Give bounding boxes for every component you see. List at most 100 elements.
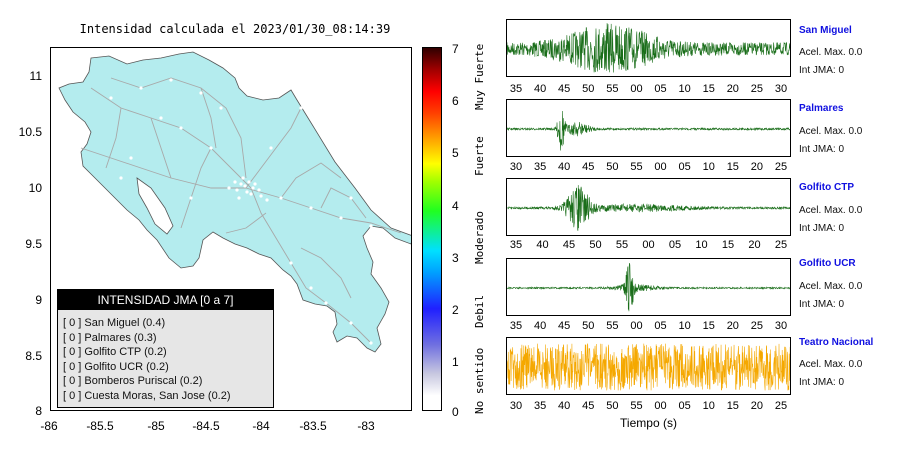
intensity-color-scale bbox=[422, 47, 442, 411]
time-tick-label: 55 bbox=[630, 400, 643, 412]
time-tick-label: 40 bbox=[533, 320, 547, 332]
time-tick-label: 05 bbox=[654, 83, 667, 95]
station-acel: Acel. Max. 0.0 bbox=[799, 126, 863, 137]
station-dot bbox=[251, 186, 255, 190]
station-dot bbox=[349, 321, 353, 325]
seismogram bbox=[507, 111, 790, 151]
station-dot bbox=[245, 190, 249, 194]
legend-item: [ 0 ] San Miguel (0.4) bbox=[63, 317, 166, 329]
time-tick-label: 35 bbox=[509, 320, 523, 332]
station-dot bbox=[369, 224, 373, 228]
time-tick-label: 25 bbox=[774, 239, 788, 251]
time-tick-label: 50 bbox=[606, 400, 619, 412]
time-tick-label: 10 bbox=[695, 239, 708, 251]
station-dot bbox=[299, 106, 303, 110]
station-dot bbox=[269, 146, 273, 150]
intensity-legend: INTENSIDAD JMA [0 a 7] [ 0 ] San Miguel … bbox=[57, 289, 274, 408]
station-dot bbox=[109, 96, 113, 100]
time-tick-label: 25 bbox=[774, 161, 788, 173]
time-tick-label: 55 bbox=[606, 320, 619, 332]
station-dot bbox=[149, 196, 153, 200]
time-tick-label: 00 bbox=[642, 239, 655, 251]
trace-panel-golfito-ucr[interactable] bbox=[506, 258, 791, 316]
costa-rica-landmass bbox=[58, 51, 411, 353]
map-title: Intensidad calculada el 2023/01/30_08:14… bbox=[79, 22, 391, 36]
road bbox=[300, 247, 352, 299]
map-y-tick: 10 bbox=[28, 181, 42, 195]
station-int: Int JMA: 0 bbox=[799, 144, 845, 155]
station-dot bbox=[119, 176, 123, 180]
map-y-tick: 9 bbox=[35, 293, 42, 307]
trace-time-axis: 35 40 45 50 55 00 05 10 15 20 25 30 bbox=[506, 83, 791, 97]
scale-word-muy-fuerte: Muy Fuerte bbox=[473, 43, 486, 110]
road bbox=[200, 87, 217, 149]
time-tick-label: 20 bbox=[750, 161, 764, 173]
station-dot bbox=[257, 188, 261, 192]
road bbox=[245, 107, 302, 189]
scale-label: 2 bbox=[452, 303, 459, 317]
station-dot bbox=[253, 182, 257, 186]
station-dot bbox=[239, 182, 243, 186]
time-tick-label: 45 bbox=[582, 400, 595, 412]
map-y-tick: 8 bbox=[35, 404, 42, 418]
time-tick-label: 15 bbox=[721, 239, 735, 251]
nicoya-gulf-coast bbox=[136, 177, 174, 235]
station-dot bbox=[339, 216, 343, 220]
station-name: Palmares bbox=[799, 103, 844, 114]
legend-item: [ 0 ] Cuesta Moras, San Jose (0.2) bbox=[63, 389, 231, 402]
seismogram bbox=[507, 23, 790, 73]
station-dot bbox=[369, 341, 373, 345]
seismogram-trace bbox=[507, 111, 790, 151]
time-tick-label: 55 bbox=[615, 239, 629, 251]
map-y-tick: 10.5 bbox=[18, 125, 42, 139]
station-dot bbox=[259, 194, 263, 198]
station-dot bbox=[279, 196, 283, 200]
map-y-tick: 11 bbox=[29, 69, 42, 83]
trace-time-axis: 30 35 40 45 50 55 00 05 10 15 20 25 bbox=[506, 161, 791, 175]
time-tick-label: 30 bbox=[509, 400, 523, 412]
station-dot bbox=[129, 156, 133, 160]
time-tick-label: 40 bbox=[536, 239, 549, 251]
time-tick-label: 45 bbox=[582, 161, 595, 173]
time-tick-label: 35 bbox=[509, 239, 523, 251]
trace-panel-teatro-nacional[interactable] bbox=[506, 337, 791, 395]
time-tick-label: 20 bbox=[748, 239, 761, 251]
time-tick-label: 45 bbox=[558, 320, 571, 332]
station-name: Golfito CTP bbox=[799, 182, 854, 193]
station-int: Int JMA: 0 bbox=[799, 223, 845, 234]
scale-word-moderado: Moderado bbox=[473, 211, 486, 264]
map-x-tick: -85 bbox=[147, 419, 165, 433]
trace-panel-golfito-ctp[interactable] bbox=[506, 178, 791, 236]
station-acel: Acel. Max. 0.0 bbox=[799, 281, 863, 292]
trace-panel-palmares[interactable] bbox=[506, 99, 791, 157]
legend-item: [ 0 ] Golfito UCR (0.2) bbox=[63, 360, 169, 373]
time-tick-label: 30 bbox=[774, 320, 788, 332]
station-dot bbox=[249, 192, 253, 196]
station-acel: Acel. Max. 0.0 bbox=[799, 47, 863, 58]
scale-label: 4 bbox=[452, 199, 459, 213]
seismogram bbox=[507, 262, 790, 312]
road bbox=[105, 107, 122, 169]
scale-word-no-sentido: No sentido bbox=[473, 347, 486, 414]
time-tick-label: 00 bbox=[654, 161, 667, 173]
station-int: Int JMA: 0 bbox=[799, 65, 845, 76]
station-dot bbox=[169, 78, 173, 82]
map-x-tick: -83 bbox=[357, 419, 375, 433]
map-x-tick: -83.5 bbox=[299, 419, 327, 433]
time-tick-label: 05 bbox=[678, 400, 691, 412]
time-tick-label: 10 bbox=[678, 83, 691, 95]
legend-item: [ 0 ] Golfito CTP (0.2) bbox=[63, 346, 167, 359]
time-tick-label: 15 bbox=[702, 320, 715, 332]
time-tick-label: 20 bbox=[726, 83, 739, 95]
road bbox=[245, 187, 402, 234]
scale-label: 5 bbox=[452, 146, 459, 160]
legend-item: [ 0 ] Palmares (0.3) bbox=[63, 331, 157, 344]
time-tick-label: 25 bbox=[750, 320, 764, 332]
time-tick-label: 50 bbox=[582, 83, 595, 95]
time-tick-label: 25 bbox=[750, 83, 764, 95]
station-int: Int JMA: 0 bbox=[799, 299, 845, 310]
time-tick-label: 40 bbox=[558, 400, 571, 412]
trace-panel-san-miguel[interactable] bbox=[506, 19, 791, 77]
road bbox=[180, 147, 212, 229]
map-x-tick: -84.5 bbox=[192, 419, 220, 433]
